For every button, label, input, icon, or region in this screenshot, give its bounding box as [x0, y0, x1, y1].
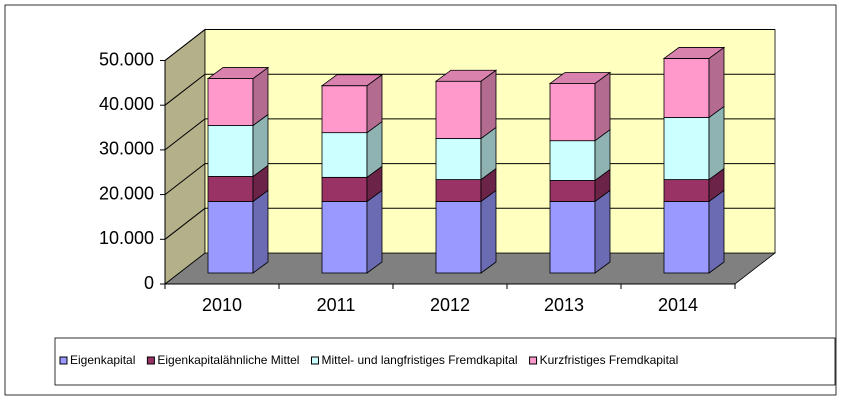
legend-box	[54, 337, 836, 386]
bar-segment	[435, 138, 482, 180]
bar-side	[480, 189, 497, 274]
legend-label: Kurzfristiges Fremdkapital	[540, 353, 679, 367]
legend-label: Eigenkapitalähnliche Mittel	[157, 353, 299, 367]
y-tick-label: 10.000	[99, 228, 154, 248]
bar-segment	[663, 58, 710, 118]
x-tick-label: 2012	[430, 295, 470, 315]
x-tick-label: 2014	[658, 295, 698, 315]
bar-segment	[435, 179, 482, 202]
bar-top	[548, 72, 612, 84]
bar-segment	[207, 78, 254, 126]
bar-segment	[435, 80, 482, 139]
bar-top	[206, 67, 270, 79]
bar-segment	[435, 201, 482, 274]
bar-side	[708, 46, 725, 119]
bar-segment	[321, 201, 368, 274]
bar-top	[662, 47, 726, 59]
bar-segment	[663, 179, 710, 202]
bar-segment	[549, 83, 596, 142]
legend-swatch	[529, 356, 538, 365]
bar-side	[366, 189, 383, 274]
bar-segment	[321, 132, 368, 178]
x-tick-label: 2011	[317, 295, 356, 315]
y-tick-label: 30.000	[99, 139, 154, 159]
x-tick-label: 2010	[202, 295, 242, 315]
bar-segment	[207, 176, 254, 202]
legend-swatch	[59, 356, 68, 365]
y-tick-label: 20.000	[99, 183, 154, 203]
legend-label: Mittel- und langfristiges Fremdkapital	[321, 353, 517, 367]
bar-top	[434, 69, 498, 82]
bar-side	[594, 71, 611, 142]
x-tick-label: 2013	[544, 295, 584, 315]
bar-segment	[663, 201, 710, 274]
bar-segment	[321, 85, 368, 134]
bar-segment	[663, 117, 710, 180]
bar-side	[252, 189, 269, 274]
grid-line	[164, 29, 775, 61]
bar-segment	[549, 140, 596, 181]
y-tick-label: 0	[144, 273, 154, 293]
bar-segment	[207, 125, 254, 177]
bar-top	[320, 74, 384, 87]
bar-segment	[321, 176, 368, 202]
y-tick-label: 50.000	[99, 49, 154, 69]
legend-swatch	[146, 356, 155, 365]
bar-side	[708, 189, 725, 274]
bar-side	[708, 105, 725, 181]
bar-segment	[549, 201, 596, 274]
bar-side	[480, 69, 497, 140]
bar-side	[594, 189, 611, 274]
y-tick-label: 40.000	[99, 94, 154, 114]
side-wall	[164, 28, 206, 285]
bar-segment	[549, 180, 596, 202]
legend-label: Eigenkapital	[70, 353, 135, 367]
legend-swatch	[310, 356, 319, 365]
bar-segment	[207, 201, 254, 274]
